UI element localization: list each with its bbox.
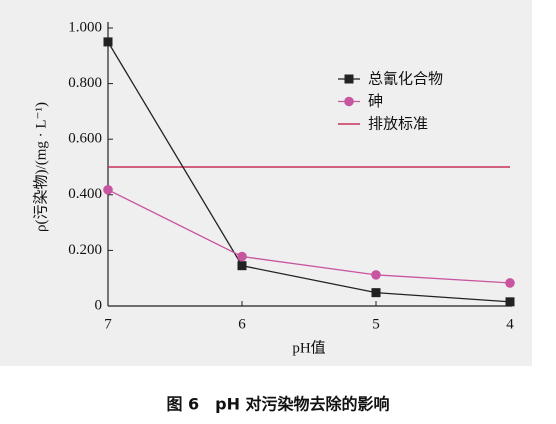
- background: [0, 0, 532, 366]
- x-tick-label: 7: [104, 316, 112, 332]
- legend-marker: [344, 96, 354, 107]
- y-axis-label: ρ(污染物)/(mg · L⁻¹): [32, 102, 49, 232]
- x-tick-label: 4: [506, 316, 514, 332]
- y-tick-label: 0: [95, 297, 103, 313]
- data-point: [505, 297, 515, 307]
- series-line: [107, 189, 511, 284]
- legend-marker: [344, 74, 354, 84]
- legend-label: 总氰化合物: [368, 70, 443, 88]
- y-tick-label: 0.400: [68, 186, 102, 202]
- legend-label: 排放标准: [368, 115, 428, 133]
- y-tick-label: 1.000: [68, 19, 102, 35]
- y-tick-label: 0.800: [68, 75, 102, 91]
- caption: 图 6 pH 对污染物去除的影响: [166, 395, 389, 414]
- data-point: [371, 288, 381, 298]
- y-tick-label: 0.600: [68, 131, 102, 147]
- x-tick-label: 5: [372, 316, 380, 332]
- data-point: [103, 184, 113, 195]
- data-point: [371, 270, 381, 280]
- data-point: [237, 261, 247, 271]
- y-tick-label: 0.200: [68, 242, 102, 258]
- data-point: [505, 278, 515, 288]
- x-tick-label: 6: [238, 316, 246, 332]
- series-line: [107, 41, 511, 303]
- x-axis-label: pH值: [292, 339, 325, 356]
- data-point: [103, 37, 113, 47]
- legend-label: 砷: [368, 92, 383, 110]
- data-point: [237, 251, 247, 262]
